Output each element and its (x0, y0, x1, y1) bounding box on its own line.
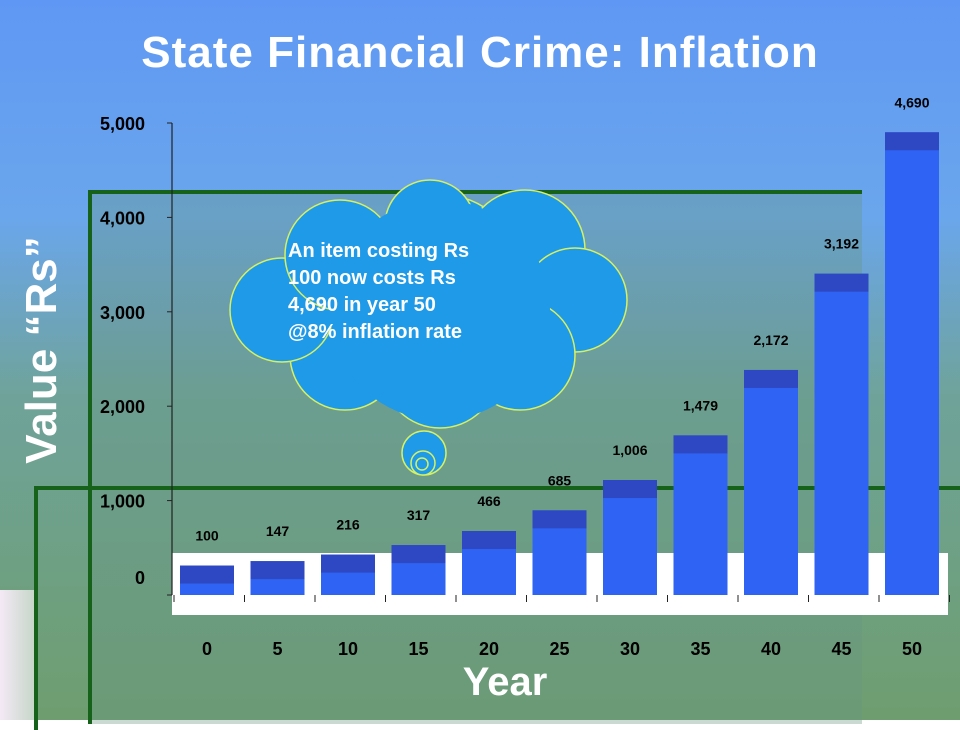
data-label: 466 (477, 493, 501, 509)
bar-cap (250, 561, 305, 580)
x-tick-label: 0 (202, 639, 212, 659)
bar (814, 273, 869, 595)
y-tick-label: 5,000 (100, 114, 145, 134)
data-label: 216 (336, 517, 360, 533)
callout-text: An item costing Rs 100 now costs Rs 4,69… (288, 238, 538, 346)
y-tick-label: 0 (135, 568, 145, 588)
x-tick-label: 50 (902, 639, 922, 659)
data-label: 100 (195, 528, 219, 544)
bar-cap (885, 132, 939, 151)
data-label: 147 (266, 523, 290, 539)
slide-title: State Financial Crime: Inflation (141, 28, 819, 77)
bar-cap (532, 510, 587, 529)
x-tick-label: 10 (338, 639, 358, 659)
bar (885, 132, 939, 595)
bar-cap (180, 565, 234, 584)
bar (744, 369, 798, 595)
bar-cap (814, 273, 869, 292)
decor-step-lower (34, 486, 960, 730)
data-label: 3,192 (824, 236, 859, 252)
data-label: 685 (548, 472, 572, 488)
bar-cap (462, 531, 516, 550)
x-tick-label: 35 (690, 639, 710, 659)
x-tick-label: 25 (549, 639, 569, 659)
data-label: 1,479 (683, 397, 718, 413)
data-label: 317 (407, 507, 431, 523)
x-tick-label: 5 (272, 639, 282, 659)
data-label: 4,690 (894, 94, 929, 110)
x-axis-title: Year (462, 660, 548, 704)
x-tick-label: 20 (479, 639, 499, 659)
y-tick-label: 1,000 (100, 492, 145, 512)
callout-line: 4,690 in year 50 (288, 294, 436, 316)
x-tick-label: 45 (831, 639, 851, 659)
bar-cap (744, 369, 798, 388)
callout-line: An item costing Rs (288, 240, 470, 262)
x-tick-label: 15 (408, 639, 428, 659)
bar-cap (673, 435, 728, 454)
x-tick-label: 40 (761, 639, 781, 659)
decor-left-strip (0, 590, 34, 720)
bar-cap (603, 480, 657, 499)
callout-line: 100 now costs Rs (288, 267, 456, 289)
data-label: 2,172 (753, 332, 788, 348)
data-label: 1,006 (612, 442, 647, 458)
bar-cap (391, 545, 446, 564)
y-tick-label: 4,000 (100, 208, 145, 228)
bar-cap (321, 554, 375, 573)
y-axis-title: Value “Rs” (17, 236, 66, 464)
bar (603, 480, 657, 595)
y-tick-label: 2,000 (100, 397, 145, 417)
x-tick-label: 30 (620, 639, 640, 659)
callout-line: @8% inflation rate (288, 321, 462, 343)
y-tick-label: 3,000 (100, 303, 145, 323)
bar (673, 435, 728, 595)
